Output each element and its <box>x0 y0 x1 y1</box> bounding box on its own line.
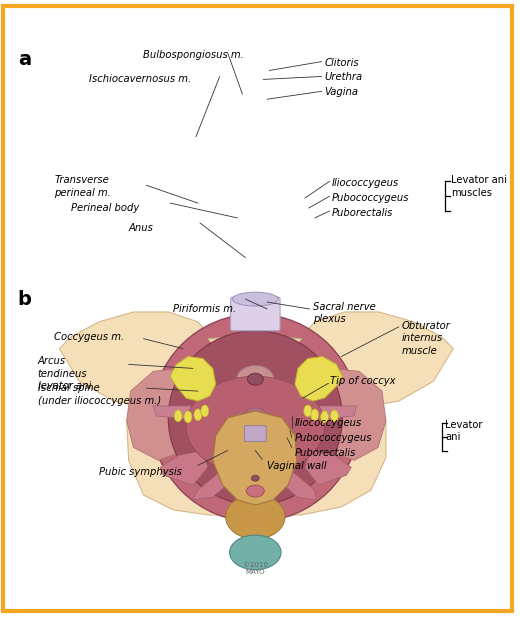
Text: Perineal body: Perineal body <box>71 203 139 213</box>
Ellipse shape <box>151 347 359 510</box>
Ellipse shape <box>331 410 339 422</box>
Polygon shape <box>59 312 223 408</box>
Ellipse shape <box>321 411 329 423</box>
Text: ©2010
MAYO: ©2010 MAYO <box>243 562 268 575</box>
Polygon shape <box>193 455 248 500</box>
Text: Ischial spine
(under iliococcygeus m.): Ischial spine (under iliococcygeus m.) <box>37 383 161 405</box>
Ellipse shape <box>226 495 285 539</box>
Polygon shape <box>153 406 238 424</box>
Circle shape <box>168 331 342 505</box>
Polygon shape <box>295 357 342 401</box>
Polygon shape <box>208 335 302 352</box>
Text: Vaginal wall: Vaginal wall <box>267 462 327 471</box>
Text: Tip of coccyx: Tip of coccyx <box>330 376 395 386</box>
Text: Clitoris: Clitoris <box>324 57 359 68</box>
Text: Puborectalis: Puborectalis <box>332 208 393 218</box>
Ellipse shape <box>237 365 274 393</box>
Polygon shape <box>160 450 208 485</box>
Ellipse shape <box>244 408 266 424</box>
Ellipse shape <box>206 404 305 473</box>
Polygon shape <box>273 406 356 424</box>
Ellipse shape <box>304 405 311 417</box>
Ellipse shape <box>174 410 182 422</box>
Ellipse shape <box>230 535 281 569</box>
Polygon shape <box>300 368 386 460</box>
Ellipse shape <box>201 405 209 417</box>
Text: Anus: Anus <box>128 223 153 233</box>
Text: Vagina: Vagina <box>324 88 359 97</box>
Text: Bulbospongiosus m.: Bulbospongiosus m. <box>142 50 243 60</box>
Polygon shape <box>170 357 216 401</box>
Text: Ischiocavernosus m.: Ischiocavernosus m. <box>89 75 191 85</box>
Polygon shape <box>127 339 386 517</box>
Ellipse shape <box>184 411 192 423</box>
FancyBboxPatch shape <box>230 297 280 331</box>
Text: a: a <box>18 50 31 68</box>
Ellipse shape <box>186 376 324 475</box>
Text: Pubic symphysis: Pubic symphysis <box>99 467 182 478</box>
Polygon shape <box>305 450 352 485</box>
Polygon shape <box>213 411 297 505</box>
Ellipse shape <box>248 373 263 385</box>
Text: Levator ani
muscles: Levator ani muscles <box>451 175 507 198</box>
Polygon shape <box>290 312 453 408</box>
Text: Piriformis m.: Piriformis m. <box>173 304 236 314</box>
Ellipse shape <box>251 475 259 481</box>
Ellipse shape <box>232 292 278 306</box>
Ellipse shape <box>311 409 319 421</box>
Text: Levator
ani: Levator ani <box>445 420 483 442</box>
FancyBboxPatch shape <box>244 426 266 442</box>
Ellipse shape <box>238 434 272 476</box>
Text: Pubococcygeus: Pubococcygeus <box>332 193 409 203</box>
Text: b: b <box>18 290 32 309</box>
Ellipse shape <box>241 420 269 474</box>
Text: Iliococcygeus: Iliococcygeus <box>295 418 362 428</box>
Text: Arcus
tendineus
levator ani: Arcus tendineus levator ani <box>37 357 91 391</box>
Ellipse shape <box>223 419 288 498</box>
Ellipse shape <box>246 485 264 497</box>
Text: Iliococcygeus: Iliococcygeus <box>332 178 399 188</box>
Text: Pubococcygeus: Pubococcygeus <box>295 433 372 442</box>
Polygon shape <box>265 455 317 500</box>
Text: Sacral nerve
plexus: Sacral nerve plexus <box>313 302 375 325</box>
Text: Puborectalis: Puborectalis <box>295 447 356 458</box>
Polygon shape <box>127 368 213 460</box>
Text: Urethra: Urethra <box>324 72 363 83</box>
Text: Obturator
internus
muscle: Obturator internus muscle <box>402 321 451 355</box>
Circle shape <box>151 314 359 522</box>
Text: Transverse
perineal m.: Transverse perineal m. <box>55 175 111 198</box>
Ellipse shape <box>194 409 202 421</box>
Text: Coccygeus m.: Coccygeus m. <box>55 332 125 342</box>
